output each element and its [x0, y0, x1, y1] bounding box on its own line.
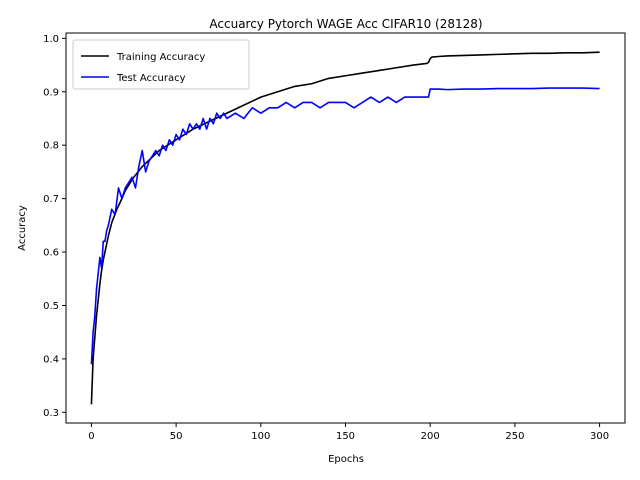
- y-tick-label: 0.4: [43, 354, 59, 365]
- y-tick-label: 0.8: [43, 141, 59, 152]
- legend-label-test-accuracy: Test Accuracy: [116, 73, 186, 84]
- y-tick-label: 0.7: [43, 194, 59, 205]
- legend-label-training-accuracy: Training Accuracy: [116, 52, 205, 63]
- x-tick-label: 200: [421, 431, 440, 442]
- series-line-training-accuracy: [90, 51, 600, 405]
- y-tick-label: 0.9: [43, 87, 59, 98]
- legend: Training Accuracy Test Accuracy: [72, 39, 250, 90]
- x-tick-label: 0: [88, 431, 94, 442]
- y-axis-label: Accuracy: [17, 205, 28, 251]
- y-tick-label: 0.3: [43, 408, 59, 419]
- x-tick-label: 100: [251, 431, 270, 442]
- legend-box: [72, 39, 250, 90]
- x-tick-label: 50: [170, 431, 183, 442]
- y-tick-label: 1.0: [43, 34, 59, 45]
- x-tick-label: 150: [336, 431, 355, 442]
- y-tick-label: 0.6: [43, 248, 59, 259]
- y-axis: 0.3 0.4 0.5 0.6 0.7 0.8 0.9 1.0: [43, 34, 66, 419]
- y-tick-label: 0.5: [43, 301, 59, 312]
- x-axis-label: Epochs: [328, 454, 364, 465]
- x-tick-label: 250: [505, 431, 524, 442]
- chart-title: Accuarcy Pytorch WAGE Acc CIFAR10 (28128…: [209, 17, 482, 31]
- series-line-test-accuracy: [90, 87, 600, 365]
- series-layer: [90, 51, 600, 405]
- plot-frame: [65, 32, 626, 424]
- x-axis: 0 50 100 150 200 250 300: [88, 423, 609, 442]
- x-tick-label: 300: [590, 431, 609, 442]
